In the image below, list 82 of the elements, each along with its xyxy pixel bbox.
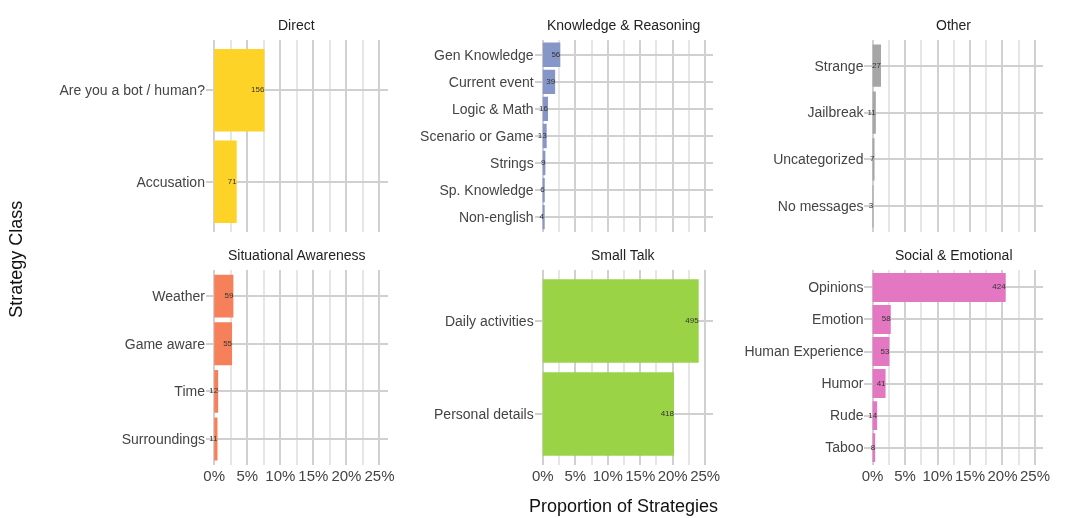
y-tick-label: Rude [829,407,864,424]
annotation: 424 [992,282,1007,292]
y-tick-label: Emotion [812,311,864,328]
x-tick-label: 5% [236,467,259,485]
x-tick-label: 10% [922,467,953,485]
x-tick-label: 25% [1019,467,1050,485]
chart-title: Situational Awareness [228,247,366,263]
y-tick-label: Daily activities [444,312,534,329]
y-tick-label: Are you a bot / human? [59,82,206,99]
annotation: 56 [551,49,561,59]
y-tick-label: Scenario or Game [420,127,534,144]
chart-title: Other [936,17,972,33]
chart-title: Small Talk [591,247,656,263]
annotation: 495 [685,316,700,326]
y-tick-label: Weather [152,287,206,304]
annotation: 418 [660,409,675,419]
annotation: 12 [209,386,219,396]
annotation: 6 [540,185,546,195]
annotation: 7 [870,154,876,164]
y-tick-label: Taboo [825,439,864,456]
annotation: 11 [867,107,877,117]
x-tick-label: 25% [690,467,721,485]
y-tick-label: Accusation [136,173,205,190]
x-tick-label: 15% [298,467,329,485]
y-tick-label: Sp. Knowledge [439,182,534,199]
y-tick-label: Strings [490,154,534,171]
bar [214,322,233,366]
chart-title: Social & Emotional [895,247,1013,263]
annotation: 156 [251,85,265,95]
y-tick-label: Gen Knowledge [434,46,534,63]
annotation: 59 [224,291,234,301]
bar [872,369,886,398]
y-tick-label: Strange [814,57,864,74]
x-axis-title: Proportion of Strategies [529,496,719,516]
y-tick-label: Jailbreak [807,104,865,121]
annotation: 3 [868,201,874,211]
y-tick-label: Humor [821,375,864,392]
x-tick-label: 15% [955,467,986,485]
annotation: 53 [880,346,891,356]
chart-title: Direct [278,17,315,33]
y-axis-title: Strategy Class [5,200,26,318]
bar [872,138,875,181]
y-tick-label: Uncategorized [773,151,864,168]
annotation: 4 [539,212,545,222]
bar [872,305,891,334]
bar [542,205,545,230]
x-tick-label: 10% [265,467,296,485]
annotation: 55 [223,338,233,348]
annotation: 71 [227,176,238,186]
y-tick-label: Game aware [124,335,206,352]
annotation: 14 [868,410,878,420]
annotation: 27 [872,60,882,70]
x-tick-label: 0% [531,467,554,485]
annotation: 16 [539,103,549,113]
x-tick-label: 0% [203,467,226,485]
y-tick-label: Time [174,383,206,400]
y-tick-label: Surroundings [121,430,205,447]
x-tick-label: 10% [592,467,623,485]
annotation: 58 [881,314,892,324]
x-tick-label: 5% [894,467,916,485]
chart-title: Knowledge & Reasoning [547,17,701,33]
y-tick-label: Logic & Math [451,100,534,117]
bar [214,274,234,318]
y-tick-label: Personal details [434,405,534,422]
x-tick-label: 20% [657,467,688,485]
annotation: 41 [876,378,887,388]
annotation: 8 [870,442,876,452]
annotation: 39 [546,76,556,86]
x-tick-label: 15% [625,467,656,485]
bar [872,273,1006,302]
x-tick-label: 20% [987,467,1018,485]
annotation: 9 [540,158,546,168]
y-tick-label: Human Experience [744,343,864,360]
y-tick-label: Current event [448,73,534,90]
y-tick-label: Non-english [458,209,534,226]
y-tick-label: Opinions [808,279,864,296]
x-tick-label: 20% [331,467,362,485]
y-tick-label: No messages [777,198,864,215]
x-tick-label: 25% [364,467,395,485]
annotation: 13 [537,130,548,140]
x-tick-label: 0% [861,467,884,485]
x-tick-label: 5% [564,467,587,485]
